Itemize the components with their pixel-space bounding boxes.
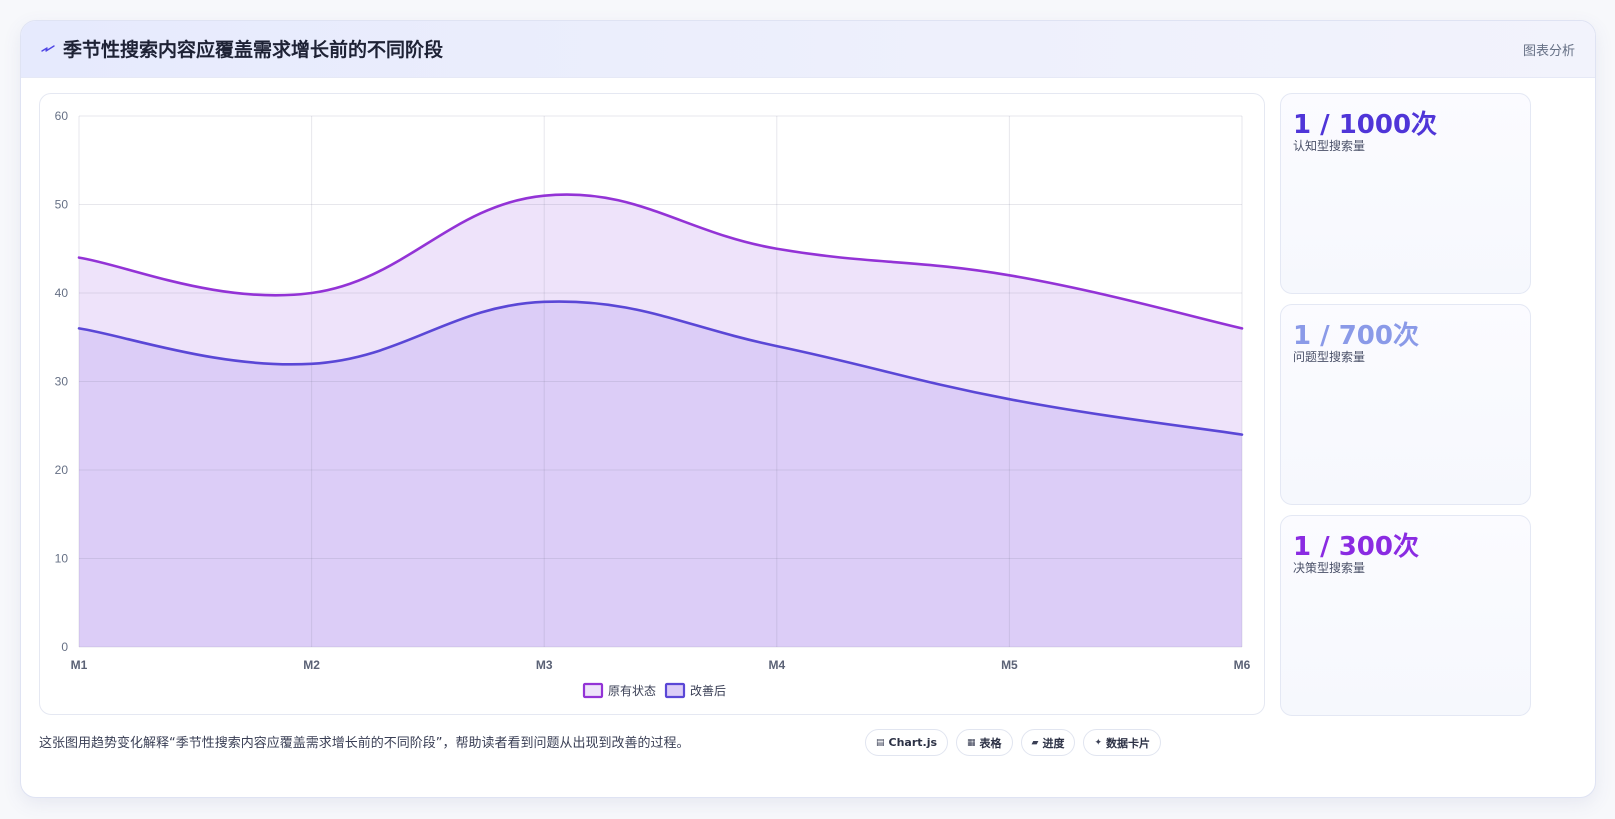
legend-swatch <box>664 682 686 699</box>
chart-caption: 这张图用趋势变化解释“季节性搜索内容应覆盖需求增长前的不同阶段”，帮助读者看到问… <box>39 736 690 751</box>
x-tick-label: M5 <box>1001 658 1018 672</box>
stat-label: 决策型搜索量 <box>1293 561 1366 575</box>
stat-label: 认知型搜索量 <box>1293 139 1366 153</box>
stat-value: 1 / 700次 <box>1293 321 1419 351</box>
legend-label: 改善后 <box>690 683 726 698</box>
stat-label: 问题型搜索量 <box>1293 350 1366 364</box>
legend-swatch <box>582 682 604 699</box>
tag-pills: ▤ Chart.js ▦ 表格 ▰ 进度 ✦ 数据卡片 <box>865 729 1162 756</box>
y-tick-label: 20 <box>55 463 69 477</box>
chart-panel: 0 10 20 30 40 50 60 M1 M2 M3 M4 M5 M6 原有状态 改善后 <box>39 93 1265 715</box>
x-tick-label: M1 <box>71 658 88 672</box>
x-tick-label: M3 <box>536 658 553 672</box>
x-tick-label: M4 <box>768 658 785 672</box>
main-card: 季节性搜索内容应覆盖需求增长前的不同阶段 图表分析 0 10 20 30 40 50 60 M… <box>20 20 1596 798</box>
legend-label: 原有状态 <box>608 684 656 698</box>
sparkle-icon: ✦ <box>1094 737 1103 748</box>
pill-progress[interactable]: ▰ 进度 <box>1020 729 1076 756</box>
chart-analysis-label: 图表分析 <box>1522 44 1575 59</box>
series-line-1 <box>77 193 1244 330</box>
pill-data-card[interactable]: ✦ 数据卡片 <box>1083 729 1162 756</box>
pill-table[interactable]: ▦ 表格 <box>956 729 1013 756</box>
y-tick-label: 40 <box>55 286 69 300</box>
table-icon: ▦ <box>967 737 976 748</box>
y-tick-label: 10 <box>55 552 69 566</box>
stat-card-decision: 1 / 300次 决策型搜索量 <box>1280 515 1531 716</box>
page-title: 季节性搜索内容应覆盖需求增长前的不同阶段 <box>63 39 444 61</box>
progress-icon: ▰ <box>1031 737 1039 748</box>
y-tick-label: 0 <box>61 640 68 654</box>
chart-icon: ▤ <box>876 737 885 748</box>
card-header: 季节性搜索内容应覆盖需求增长前的不同阶段 图表分析 <box>21 21 1595 78</box>
x-tick-label: M6 <box>1234 658 1251 672</box>
pill-label: 数据卡片 <box>1106 736 1151 750</box>
y-tick-label: 30 <box>55 375 69 389</box>
stat-value: 1 / 1000次 <box>1293 110 1438 140</box>
series-line-2 <box>77 300 1244 436</box>
y-tick-label: 60 <box>55 109 69 123</box>
pill-chartjs[interactable]: ▤ Chart.js <box>865 729 949 756</box>
pill-label: 进度 <box>1042 736 1065 750</box>
stat-value: 1 / 300次 <box>1293 532 1419 562</box>
spark-icon <box>41 45 55 52</box>
stat-card-question: 1 / 700次 问题型搜索量 <box>1280 304 1531 505</box>
pill-label: 表格 <box>979 736 1002 750</box>
pill-label: Chart.js <box>888 736 938 749</box>
stat-card-awareness: 1 / 1000次 认知型搜索量 <box>1280 93 1531 294</box>
x-tick-label: M2 <box>303 658 320 672</box>
y-tick-label: 50 <box>55 198 69 212</box>
area-chart: 0 10 20 30 40 50 60 M1 M2 M3 M4 M5 M6 原有状态 改善后 <box>55 109 1251 699</box>
